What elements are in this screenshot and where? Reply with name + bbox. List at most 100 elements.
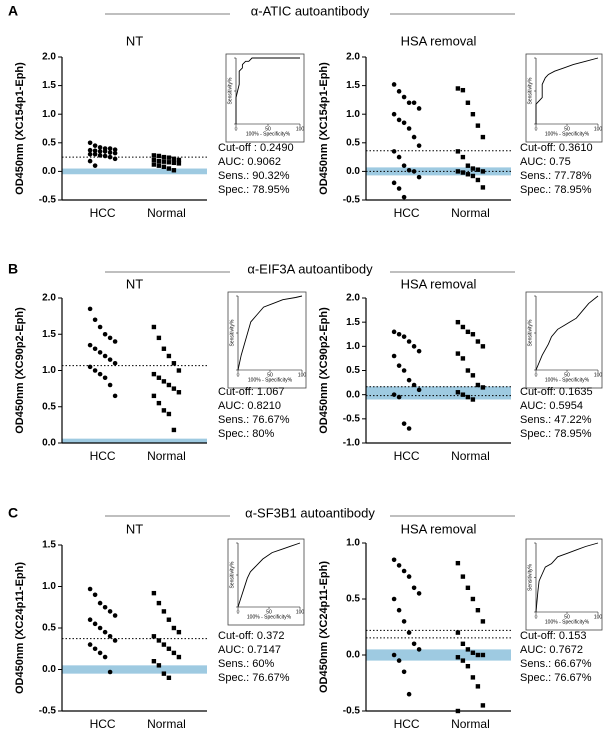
roc-stat: AUC: 0.7672 — [520, 644, 583, 656]
dot — [401, 120, 407, 126]
y-tick-label: 1.0 — [42, 581, 56, 592]
square — [156, 335, 162, 341]
square — [176, 390, 182, 395]
dot — [87, 306, 93, 312]
dot — [112, 393, 118, 399]
chart-dot: NT OD450nm (XC90p2-Eph) 0.0 0.5 1.0 1.5 2.0 HCC… — [14, 276, 207, 463]
baseline-band — [366, 386, 511, 400]
dot — [92, 151, 98, 157]
roc-frame — [227, 291, 307, 389]
x-tick-label: Normal — [451, 206, 490, 220]
y-axis-label: OD450nm (XC154p1-Eph) — [14, 62, 26, 195]
dot — [112, 150, 118, 156]
y-tick-label: 1.5 — [346, 80, 360, 91]
x-tick-label: 0 — [535, 614, 538, 620]
x-tick-label: 100 — [594, 614, 603, 620]
panel-label: B — [8, 261, 18, 277]
roc-curve — [237, 542, 301, 608]
roc-curve — [535, 295, 599, 371]
x-tick-label: Normal — [147, 449, 186, 463]
y-tick-label: 0.0 — [42, 438, 56, 449]
x-tick-label: Normal — [451, 717, 490, 731]
square — [470, 166, 476, 171]
y-tick-label: 0.0 — [346, 166, 360, 177]
x-tick-label: 50 — [564, 372, 570, 378]
square — [465, 329, 471, 335]
square — [166, 155, 172, 160]
dot — [102, 331, 108, 337]
square — [151, 153, 157, 158]
roc-frame — [225, 53, 305, 143]
panel-title: α-ATIC autoantibody — [251, 3, 370, 18]
dot — [97, 371, 103, 377]
dot — [92, 143, 98, 148]
square — [161, 408, 167, 413]
roc-frame — [525, 53, 603, 143]
dot — [411, 641, 417, 647]
x-axis-label: 100% - Specificity% — [248, 377, 293, 383]
dot — [401, 163, 407, 168]
y-tick-label: 1.0 — [346, 341, 360, 352]
y-axis-label: Sensitivity% — [527, 319, 533, 347]
square — [465, 585, 471, 590]
square — [161, 164, 167, 170]
dot — [97, 145, 103, 150]
square — [176, 161, 182, 166]
y-tick-label: 1.0 — [346, 538, 360, 549]
y-axis-label: Sensitivity% — [527, 563, 533, 591]
square — [176, 157, 182, 163]
x-tick-label: 100 — [298, 372, 307, 378]
roc-stat: Spec.: 78.95% — [520, 428, 592, 440]
dot — [396, 89, 402, 94]
square — [460, 87, 466, 93]
x-axis-label: 100% - Specificity% — [246, 131, 291, 137]
x-tick-label: 50 — [266, 609, 272, 615]
square — [455, 630, 461, 635]
roc-stat: Sens.: 66.67% — [520, 658, 592, 670]
y-axis-label: OD450nm (XC154p1-Eph) — [318, 62, 330, 195]
y-tick-label: 0.0 — [346, 650, 360, 661]
dot — [87, 158, 93, 164]
square — [171, 386, 177, 391]
square — [161, 642, 167, 647]
y-tick-label: 1.0 — [346, 109, 360, 120]
dot — [411, 100, 417, 106]
chart-roc: 0 50 100 100% - Specificity% Sensitivity% Cut… — [520, 291, 603, 440]
chart-dot: NT OD450nm (XC154p1-Eph) -0.5 0.0 0.5 1.0 1.5 2… — [14, 33, 207, 220]
dot — [401, 94, 407, 100]
y-tick-label: 0.0 — [42, 664, 56, 675]
dot — [411, 382, 417, 388]
square — [460, 658, 466, 663]
x-tick-label: Normal — [147, 206, 186, 220]
dot — [416, 106, 422, 111]
square — [455, 655, 461, 660]
roc-frame — [227, 538, 305, 626]
roc-stat: Cut-off: 0.372 — [218, 630, 284, 642]
square — [151, 162, 157, 167]
chart-roc: 0 50 100 100% - Specificity% Sensitivity% Cut… — [218, 291, 307, 440]
dot — [416, 591, 422, 596]
square — [465, 100, 471, 105]
y-tick-label: 0.5 — [42, 137, 56, 148]
dot — [112, 147, 118, 152]
dot — [396, 563, 402, 568]
square — [166, 160, 172, 165]
dot — [401, 619, 407, 624]
dot — [112, 339, 118, 344]
square — [475, 382, 481, 388]
square — [460, 574, 466, 579]
square — [161, 609, 167, 614]
dot — [92, 346, 98, 352]
square — [166, 646, 172, 651]
square — [166, 411, 172, 417]
roc-stat: Cut-off : 0.2490 — [218, 142, 294, 154]
x-tick-label: 50 — [267, 372, 273, 378]
dot — [92, 317, 98, 323]
roc-stat: Sens.: 47.22% — [520, 414, 592, 426]
square — [470, 596, 476, 602]
dot — [102, 353, 108, 359]
chart-dot: HSA removal OD450nm (XC24p11-Eph) -0.5 0.0 0… — [318, 521, 511, 731]
y-tick-label: 0.0 — [346, 389, 360, 400]
dot — [391, 652, 397, 658]
roc-stat: Spec.: 80% — [218, 428, 274, 440]
